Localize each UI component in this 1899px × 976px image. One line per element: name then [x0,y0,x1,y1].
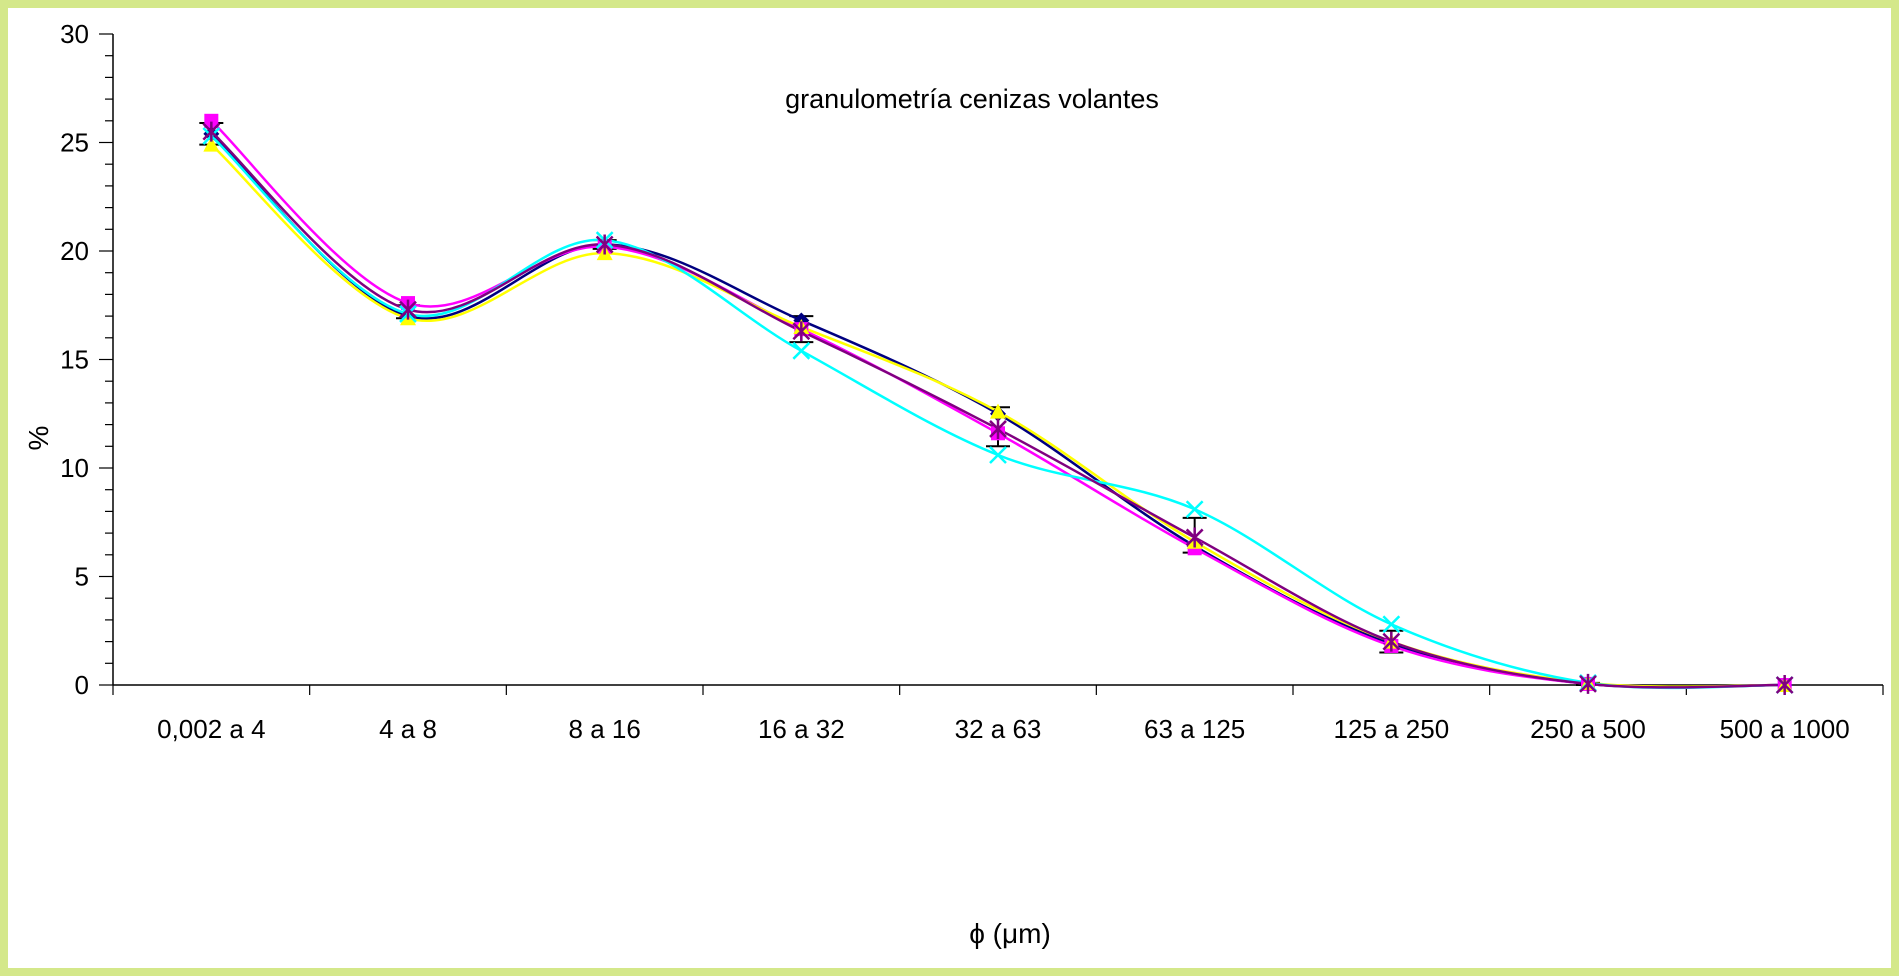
x-category-label: 4 a 8 [379,714,437,744]
chart-title: granulometría cenizas volantes [785,84,1159,114]
axes [99,33,1884,695]
tick-labels: 0 5 10 15 20 25 30 0,002 a 4 4 a 8 8 a 16 16 a 32 3… [60,19,1850,744]
y-tick-label: 15 [60,345,89,375]
y-axis-title: % [23,426,54,451]
x-axis-open-paren: ( [985,918,1003,949]
x-category-label: 8 a 16 [569,714,641,744]
data-point-series-5 [1775,675,1794,695]
data-point-series-4 [989,446,1007,464]
x-category-label: 500 a 1000 [1720,714,1850,744]
granulometry-chart: 0 5 10 15 20 25 30 0,002 a 4 4 a 8 8 a 16 16 a 32 3… [23,19,1884,949]
series-markers [202,113,1794,695]
data-point-series-3 [990,403,1006,419]
x-category-label: 63 a 125 [1144,714,1245,744]
y-tick-label: 25 [60,128,89,158]
x-axis-symbol: ϕ [969,918,985,949]
data-point-series-2 [204,113,219,128]
x-axis-title: ϕ (μm) [969,918,1051,949]
data-point-series-5 [595,234,614,255]
error-bars [199,121,1600,686]
data-point-series-5 [1185,527,1204,548]
data-point-series-3 [203,136,220,152]
y-tick-label: 0 [75,670,89,700]
y-tick-label: 20 [60,236,89,266]
data-point-series-5 [1382,631,1401,652]
series-line-5 [210,130,1785,689]
series-line-4 [210,135,1785,690]
data-point-series-4 [1382,615,1401,634]
data-point-series-5 [1579,673,1597,694]
x-category-label: 16 a 32 [758,714,845,744]
x-category-label: 32 a 63 [955,714,1042,744]
data-point-series-5 [989,418,1007,439]
data-point-series-4 [1185,500,1204,519]
y-tick-label: 10 [60,453,89,483]
data-point-series-5 [399,299,417,320]
x-axis-unit: μm [1002,918,1041,949]
data-point-series-4 [792,341,811,360]
x-category-label: 250 a 500 [1530,714,1646,744]
chart-frame: 0 5 10 15 20 25 30 0,002 a 4 4 a 8 8 a 16 16 a 32 3… [8,8,1891,968]
data-point-series-5 [202,121,221,142]
data-point-series-5 [792,321,811,342]
y-tick-label: 30 [60,19,89,49]
y-tick-label: 5 [75,562,89,592]
x-category-label: 125 a 250 [1333,714,1449,744]
x-axis-close-paren: ) [1041,918,1050,949]
x-category-label: 0,002 a 4 [157,714,265,744]
